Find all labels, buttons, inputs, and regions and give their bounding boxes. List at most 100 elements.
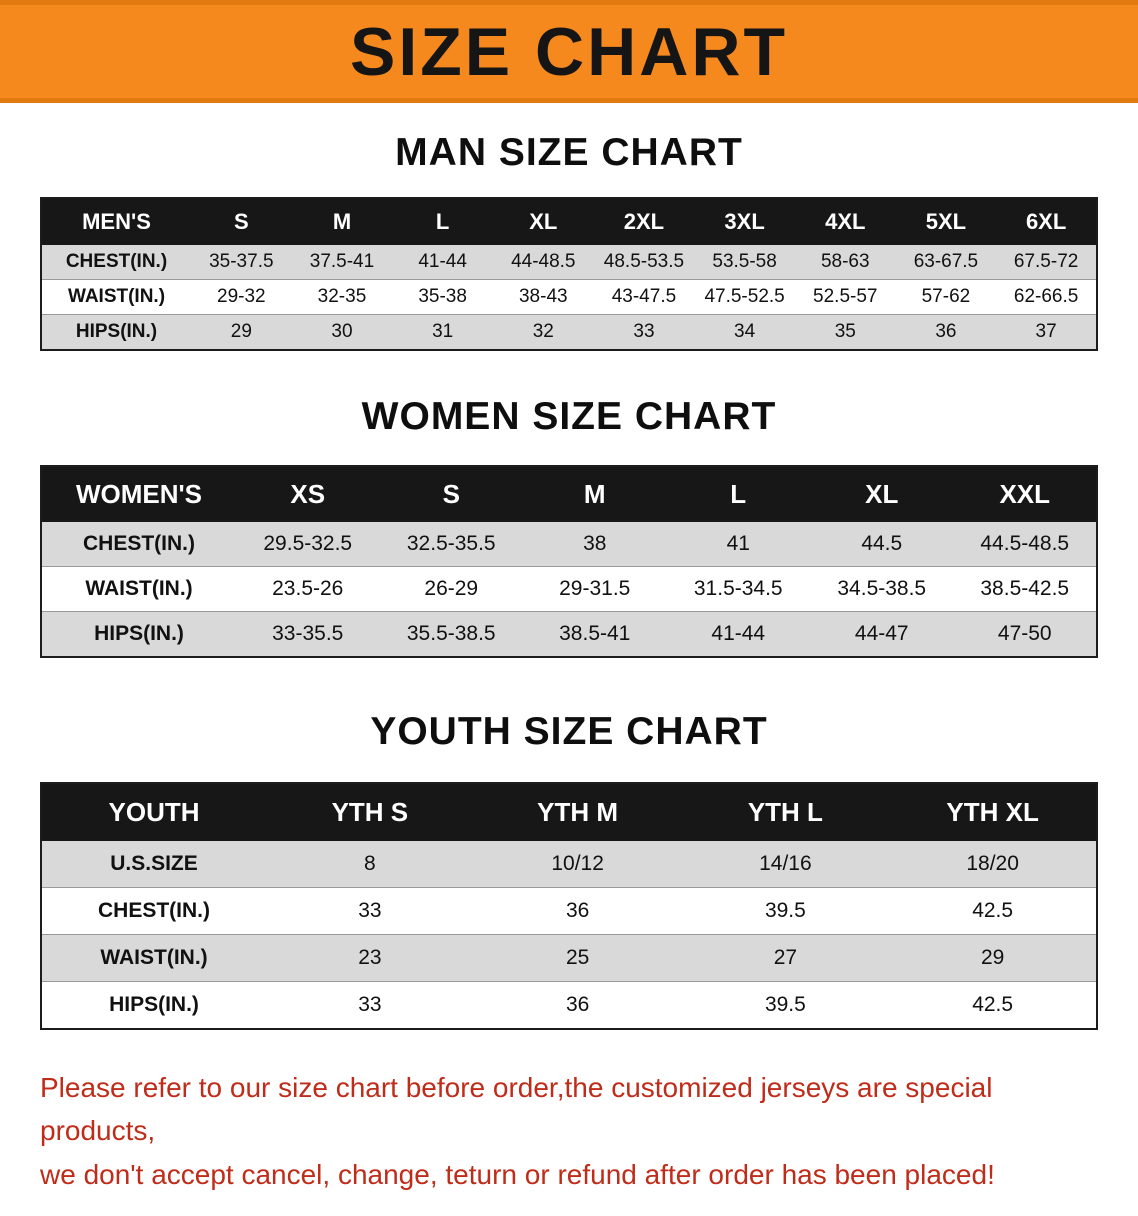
- table-header-row: WOMEN'S XS S M L XL XXL: [41, 466, 1097, 522]
- size-value-cell: 39.5: [681, 887, 890, 935]
- size-value-cell: 32: [532, 321, 554, 342]
- banner: SIZE CHART: [0, 0, 1138, 103]
- size-value-cell: 18/20: [889, 841, 1097, 888]
- size-value-cell: 41: [666, 522, 810, 567]
- size-value-cell: 52.5-57: [794, 279, 896, 315]
- size-value-cell: 36: [565, 993, 590, 1016]
- table-corner-cell: WOMEN'S: [41, 466, 236, 522]
- size-value-cell: 33: [633, 321, 655, 342]
- size-header-cell: XS: [236, 466, 380, 522]
- size-value-cell: 38.5-42.5: [953, 566, 1097, 612]
- youth-size-table: YOUTH YTH S YTH M YTH L YTH XL U.S.SIZE 8 10/12…: [40, 782, 1098, 1030]
- women-size-section: WOMEN SIZE CHART WOMEN'S XS S M L XL XXL CHEST(…: [0, 395, 1138, 658]
- size-header-cell: YTH S: [266, 783, 474, 841]
- youth-section-heading: YOUTH SIZE CHART: [370, 710, 768, 753]
- size-header-cell: XL: [810, 466, 954, 522]
- size-value-cell: 44.5-48.5: [953, 522, 1097, 567]
- table-row: HIPS(IN.) 33-35.5 35.5-38.5 38.5-41 41-44 44-…: [41, 611, 1097, 657]
- size-value-cell: 31: [432, 321, 454, 342]
- size-value-cell: 8: [266, 841, 474, 888]
- size-value-cell: 23.5-26: [236, 566, 380, 612]
- row-label-cell: HIPS(IN.): [94, 622, 184, 645]
- table-header-row: YOUTH YTH S YTH M YTH L YTH XL: [41, 783, 1097, 841]
- disclaimer: Please refer to our size chart before or…: [40, 1066, 1110, 1196]
- men-size-section: MAN SIZE CHART MEN'S S M L XL 2XL 3XL 4XL 5XL 6XL…: [0, 131, 1138, 351]
- size-value-cell: 35: [834, 321, 856, 342]
- size-value-cell: 41-44: [711, 622, 766, 645]
- size-value-cell: 36: [935, 321, 957, 342]
- size-value-cell: 38: [523, 522, 667, 567]
- row-label-cell: HIPS(IN.): [109, 993, 199, 1016]
- size-header-cell: L: [666, 466, 810, 522]
- size-header-cell: S: [191, 198, 292, 245]
- size-value-cell: 34: [734, 321, 756, 342]
- size-value-cell: 48.5-53.5: [593, 245, 695, 280]
- size-value-cell: 27: [681, 934, 890, 982]
- row-label-cell: WAIST(IN.): [41, 566, 236, 612]
- men-section-heading: MAN SIZE CHART: [395, 131, 743, 174]
- size-value-cell: 42.5: [972, 993, 1014, 1016]
- table-row: CHEST(IN.) 29.5-32.5 32.5-35.5 38 41 44.5 44.5…: [41, 522, 1097, 567]
- row-label-cell: HIPS(IN.): [75, 321, 158, 342]
- size-value-cell: 44-48.5: [492, 245, 594, 280]
- women-section-heading: WOMEN SIZE CHART: [361, 395, 777, 438]
- disclaimer-line-1: Please refer to our size chart before or…: [40, 1072, 993, 1147]
- size-value-cell: 62-66.5: [996, 279, 1097, 315]
- size-header-cell: L: [392, 198, 493, 245]
- size-value-cell: 29.5-32.5: [236, 522, 380, 567]
- size-value-cell: 38-43: [492, 279, 594, 315]
- table-row: WAIST(IN.) 23 25 27 29: [41, 934, 1097, 982]
- row-label-cell: WAIST(IN.): [41, 934, 266, 982]
- row-label-cell: CHEST(IN.): [41, 245, 191, 280]
- size-value-cell: 29: [230, 321, 252, 342]
- size-value-cell: 58-63: [794, 245, 896, 280]
- size-header-cell: XL: [492, 198, 594, 245]
- table-row: WAIST(IN.) 23.5-26 26-29 29-31.5 31.5-34.5 34…: [41, 566, 1097, 612]
- table-corner-cell: MEN'S: [41, 198, 191, 245]
- size-value-cell: 29-31.5: [523, 566, 667, 612]
- row-label-cell: CHEST(IN.): [41, 522, 236, 567]
- table-header-row: MEN'S S M L XL 2XL 3XL 4XL 5XL 6XL: [41, 198, 1097, 245]
- size-value-cell: 32-35: [291, 279, 393, 315]
- banner-title: SIZE CHART: [350, 13, 788, 90]
- size-value-cell: 35-38: [392, 279, 493, 315]
- women-size-table: WOMEN'S XS S M L XL XXL CHEST(IN.) 29.5-32.5 32.5…: [40, 465, 1098, 658]
- size-value-cell: 32.5-35.5: [379, 522, 523, 567]
- size-value-cell: 26-29: [379, 566, 523, 612]
- size-value-cell: 37: [1035, 321, 1057, 342]
- size-value-cell: 33: [358, 993, 382, 1016]
- size-value-cell: 41-44: [392, 245, 493, 280]
- size-value-cell: 35-37.5: [191, 245, 292, 280]
- size-value-cell: 44-47: [854, 622, 909, 645]
- size-header-cell: 2XL: [593, 198, 695, 245]
- table-corner-cell: YOUTH: [41, 783, 266, 841]
- table-row: WAIST(IN.) 29-32 32-35 35-38 38-43 43-47.5 47.…: [41, 279, 1097, 315]
- size-header-cell: YTH XL: [889, 783, 1097, 841]
- size-header-cell: M: [291, 198, 393, 245]
- size-value-cell: 42.5: [889, 887, 1097, 935]
- size-value-cell: 38.5-41: [559, 622, 631, 645]
- size-header-cell: 5XL: [895, 198, 997, 245]
- size-header-cell: YTH M: [473, 783, 682, 841]
- size-value-cell: 29-32: [191, 279, 292, 315]
- size-value-cell: 57-62: [895, 279, 997, 315]
- size-value-cell: 35.5-38.5: [406, 622, 496, 645]
- size-value-cell: 30: [331, 321, 353, 342]
- row-label-cell: U.S.SIZE: [41, 841, 266, 888]
- table-row: U.S.SIZE 8 10/12 14/16 18/20: [41, 841, 1097, 888]
- size-header-cell: 4XL: [794, 198, 896, 245]
- size-header-cell: YTH L: [681, 783, 890, 841]
- size-value-cell: 47-50: [997, 622, 1052, 645]
- size-value-cell: 34.5-38.5: [810, 566, 954, 612]
- size-value-cell: 63-67.5: [895, 245, 997, 280]
- size-header-cell: XXL: [953, 466, 1097, 522]
- size-value-cell: 33: [266, 887, 474, 935]
- size-value-cell: 67.5-72: [996, 245, 1097, 280]
- size-header-cell: 3XL: [694, 198, 795, 245]
- size-value-cell: 29: [889, 934, 1097, 982]
- size-value-cell: 36: [473, 887, 682, 935]
- table-row: CHEST(IN.) 35-37.5 37.5-41 41-44 44-48.5 48.5…: [41, 245, 1097, 280]
- table-row: HIPS(IN.) 33 36 39.5 42.5: [41, 981, 1097, 1029]
- table-row: CHEST(IN.) 33 36 39.5 42.5: [41, 887, 1097, 935]
- size-value-cell: 37.5-41: [291, 245, 393, 280]
